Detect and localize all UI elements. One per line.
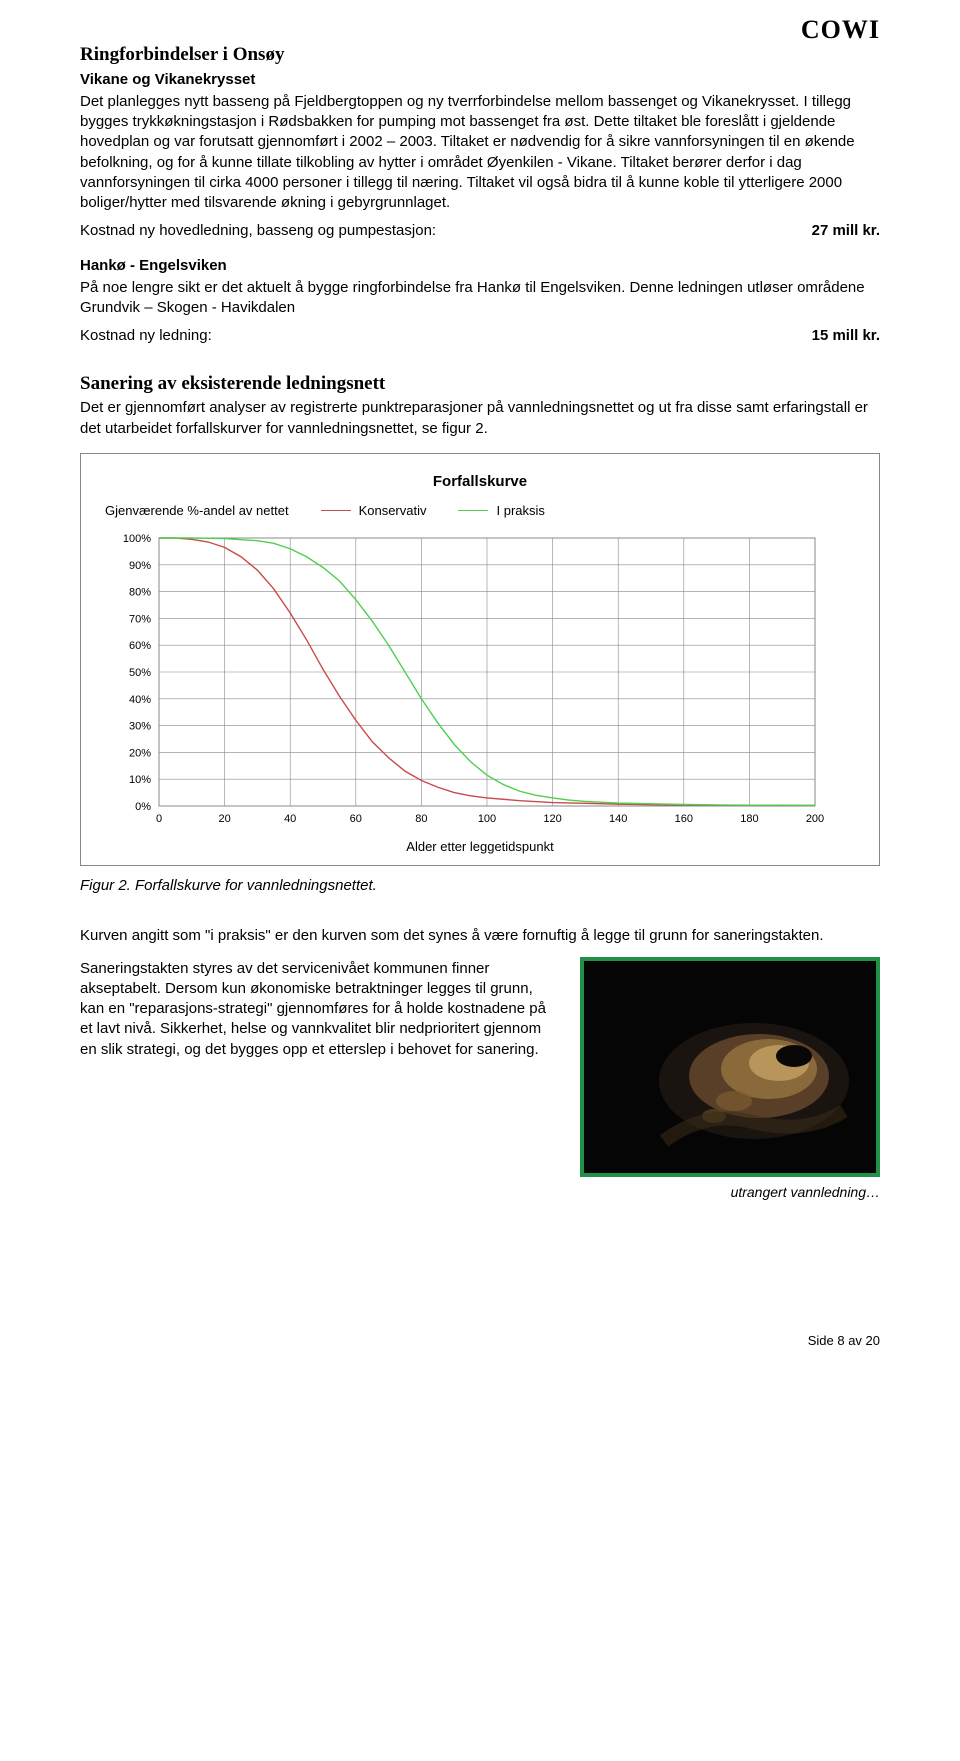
chart-svg: 0% 10% 20% 30% 40% 50% 60% 70% 80% 90% 100% 0 20 40 60…	[105, 532, 825, 832]
svg-text:20%: 20%	[129, 747, 151, 759]
svg-text:30%: 30%	[129, 720, 151, 732]
page-footer: Side 8 av 20	[80, 1332, 880, 1350]
legend-konservativ: Konservativ	[321, 502, 427, 520]
cost-label: Kostnad ny ledning:	[80, 326, 212, 346]
legend-ipraksis: I praksis	[458, 502, 544, 520]
svg-text:0%: 0%	[135, 801, 151, 813]
legend-swatch-konservativ	[321, 510, 351, 511]
section2-body: På noe lengre sikt er det aktuelt å bygg…	[80, 278, 880, 319]
svg-text:100%: 100%	[123, 533, 151, 545]
svg-text:50%: 50%	[129, 667, 151, 679]
cost-value: 15 mill kr.	[812, 326, 880, 346]
svg-text:140: 140	[609, 813, 627, 825]
svg-text:0: 0	[156, 813, 162, 825]
svg-text:20: 20	[218, 813, 230, 825]
section2-subhead: Hankø - Engelsviken	[80, 256, 880, 276]
svg-text:180: 180	[740, 813, 758, 825]
section4-p2: Saneringstakten styres av det serviceniv…	[80, 959, 560, 1060]
chart-legend-row: Gjenværende %-andel av nettet Konservati…	[105, 502, 855, 520]
svg-text:200: 200	[806, 813, 824, 825]
section4-p1: Kurven angitt som "i praksis" er den kur…	[80, 926, 880, 946]
svg-text:70%: 70%	[129, 613, 151, 625]
photo-row: Saneringstakten styres av det serviceniv…	[80, 957, 880, 1202]
svg-text:90%: 90%	[129, 559, 151, 571]
cost-label: Kostnad ny hovedledning, basseng og pump…	[80, 221, 436, 241]
chart-container: Forfallskurve Gjenværende %-andel av net…	[80, 453, 880, 866]
pipe-photo	[580, 957, 880, 1177]
svg-text:120: 120	[543, 813, 561, 825]
section1-cost-row: Kostnad ny hovedledning, basseng og pump…	[80, 221, 880, 241]
figure-caption: Figur 2. Forfallskurve for vannledningsn…	[80, 876, 880, 896]
svg-text:40%: 40%	[129, 693, 151, 705]
svg-text:40: 40	[284, 813, 296, 825]
svg-text:60: 60	[350, 813, 362, 825]
cost-value: 27 mill kr.	[812, 221, 880, 241]
legend-label-konservativ: Konservativ	[359, 502, 427, 520]
chart-x-axis-label: Alder etter leggetidspunkt	[105, 838, 855, 856]
section3-body: Det er gjennomført analyser av registrer…	[80, 398, 880, 439]
svg-text:100: 100	[478, 813, 496, 825]
logo: COWI	[801, 12, 880, 47]
svg-text:10%: 10%	[129, 774, 151, 786]
svg-text:60%: 60%	[129, 640, 151, 652]
chart-y-axis-label: Gjenværende %-andel av nettet	[105, 502, 289, 520]
section1-body: Det planlegges nytt basseng på Fjeldberg…	[80, 92, 880, 214]
svg-text:80: 80	[415, 813, 427, 825]
svg-text:160: 160	[675, 813, 693, 825]
photo-caption: utrangert vannledning…	[580, 1183, 880, 1202]
svg-text:80%: 80%	[129, 586, 151, 598]
section3-title: Sanering av eksisterende ledningsnett	[80, 371, 880, 397]
legend-swatch-ipraksis	[458, 510, 488, 511]
section2-cost-row: Kostnad ny ledning: 15 mill kr.	[80, 326, 880, 346]
section1-subhead: Vikane og Vikanekrysset	[80, 70, 880, 90]
chart-title: Forfallskurve	[105, 472, 855, 492]
legend-label-ipraksis: I praksis	[496, 502, 544, 520]
section1-title: Ringforbindelser i Onsøy	[80, 42, 880, 68]
